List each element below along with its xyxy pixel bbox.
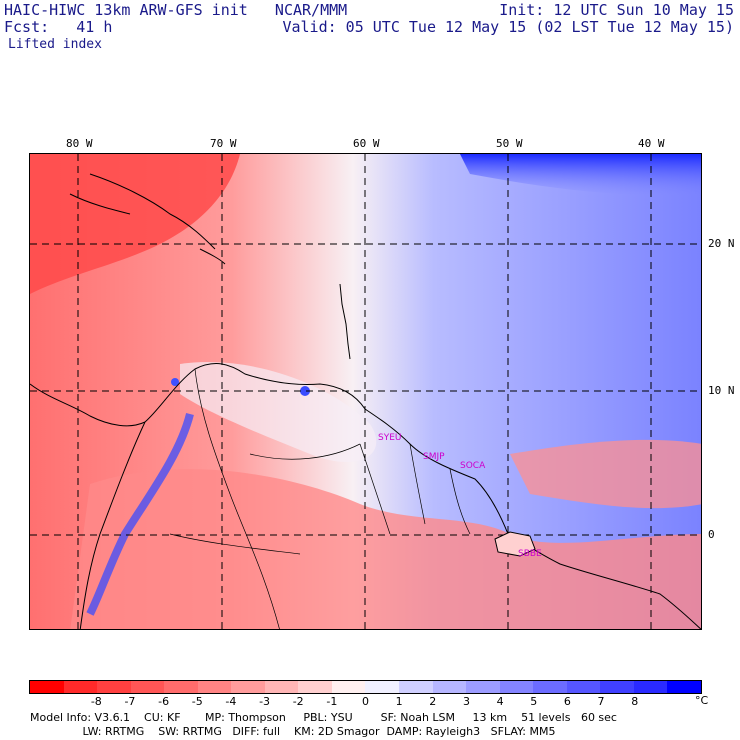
- colorbar-swatch: [667, 681, 701, 693]
- colorbar-tick-label: 6: [563, 695, 571, 708]
- field-unstable-southeast: [510, 439, 701, 509]
- station-label-smjp: SMJP: [423, 452, 445, 462]
- colorbar-swatch: [365, 681, 400, 693]
- colorbar-tick-label: 0: [362, 695, 369, 708]
- init-time: Init: 12 UTC Sun 10 May 15: [499, 1, 734, 19]
- colorbar-tick-label: -7: [124, 695, 136, 708]
- colorbar-tick-label: 1: [395, 695, 403, 708]
- lon-label-80w: 80 W: [66, 137, 93, 150]
- map-panel: [29, 153, 702, 630]
- lon-label-50w: 50 W: [496, 137, 523, 150]
- forecast-hour: Fcst: 41 h: [4, 18, 113, 36]
- lat-label-0: 0: [708, 528, 715, 541]
- colorbar-swatch: [231, 681, 265, 693]
- field-strong-stable-top: [460, 154, 701, 196]
- colorbar: [29, 680, 702, 694]
- colorbar-swatch: [399, 681, 433, 693]
- marajo-island: [494, 531, 536, 557]
- colorbar-swatch: [432, 681, 467, 693]
- colorbar-swatch: [298, 681, 332, 693]
- valid-time: Valid: 05 UTC Tue 12 May 15 (02 LST Tue …: [282, 18, 734, 36]
- colorbar-tick-label: 3: [462, 695, 470, 708]
- field-unstable-northwest: [30, 154, 240, 294]
- colorbar-swatch: [30, 681, 64, 693]
- model-info-line1: Model Info: V3.6.1 CU: KF MP: Thompson P…: [30, 711, 617, 724]
- model-info-line2: LW: RRTMG SW: RRTMG DIFF: full KM: 2D Sm…: [30, 725, 556, 738]
- colorbar-tick-label: -4: [225, 695, 237, 708]
- colorbar-swatch: [499, 681, 534, 693]
- chart-title: HAIC-HIWC 13km ARW-GFS init NCAR/MMM: [4, 1, 348, 19]
- station-label-syeu: SYEU: [378, 433, 402, 443]
- field-neutral-band: [180, 362, 377, 463]
- colorbar-swatch: [164, 681, 198, 693]
- lat-label-10n: 10 N: [708, 384, 735, 397]
- colorbar-swatch: [566, 681, 601, 693]
- colorbar-tick-label: 2: [429, 695, 437, 708]
- colorbar-swatch: [197, 681, 232, 693]
- colorbar-tick-label: -6: [158, 695, 170, 708]
- field-stable-andes-streak: [86, 413, 194, 616]
- lon-label-40w: 40 W: [638, 137, 665, 150]
- field-stable-spot-2: [171, 378, 179, 386]
- field-name: Lifted index: [8, 37, 102, 52]
- colorbar-swatch: [600, 681, 634, 693]
- lon-label-60w: 60 W: [353, 137, 380, 150]
- colorbar-tick-label: -2: [292, 695, 304, 708]
- colorbar-labels: -8 -7 -6 -5 -4 -3 -2 -1 0 1 2 3 4 5 6 7 8: [29, 695, 702, 708]
- lon-label-70w: 70 W: [210, 137, 237, 150]
- station-label-soca: SOCA: [460, 461, 486, 471]
- colorbar-swatch: [466, 681, 500, 693]
- station-label-sbbe: SBBE: [518, 549, 542, 559]
- coastlines: [30, 173, 701, 629]
- field-stable-spot: [300, 386, 310, 396]
- colorbar-swatch: [63, 681, 98, 693]
- lat-label-20n: 20 N: [708, 237, 735, 250]
- colorbar-tick-label: -8: [90, 695, 102, 708]
- colorbar-tick-label: 8: [631, 695, 639, 708]
- colorbar-swatch: [97, 681, 131, 693]
- colorbar-swatch: [533, 681, 567, 693]
- lifted-index-map: [30, 154, 701, 629]
- colorbar-swatch: [331, 681, 366, 693]
- colorbar-tick-label: -5: [191, 695, 203, 708]
- colorbar-tick-label: -3: [259, 695, 271, 708]
- colorbar-swatch: [633, 681, 668, 693]
- colorbar-tick-label: -1: [326, 695, 338, 708]
- colorbar-tick-label: 5: [530, 695, 538, 708]
- colorbar-swatch: [130, 681, 165, 693]
- colorbar-swatch: [264, 681, 299, 693]
- country-borders: [169, 368, 471, 629]
- colorbar-tick-label: 7: [597, 695, 605, 708]
- colorbar-unit: °C: [695, 694, 709, 707]
- colorbar-tick-label: 4: [496, 695, 504, 708]
- field-unstable-south: [70, 469, 701, 629]
